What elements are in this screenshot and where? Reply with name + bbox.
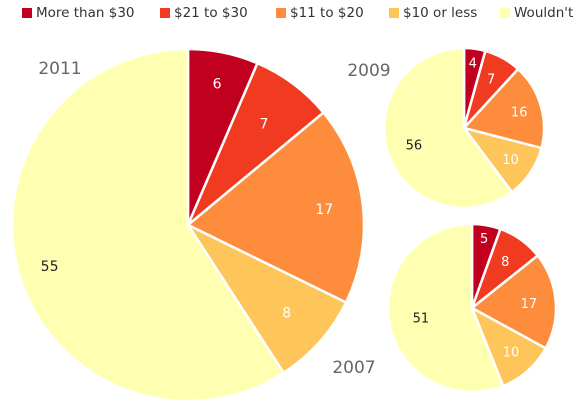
legend-item-10-or-less: $10 or less (389, 4, 477, 22)
pie-title: 2011 (38, 59, 81, 79)
legend-label: $10 or less (403, 5, 478, 21)
legend-swatch (160, 8, 170, 18)
pie-value-label: 7 (487, 73, 495, 88)
pie-2009: 2009 47 16 10 56 (347, 46, 546, 210)
pie-2011: 2011 6 7 17 8 55 (10, 47, 366, 403)
pie-slice-wouldn-t (10, 47, 285, 403)
legend-item-more-than-30: More than $30 (22, 4, 135, 22)
pie-value-label: 56 (406, 138, 423, 153)
legend-swatch (22, 8, 32, 18)
legend-swatch (389, 8, 399, 18)
pie-value-label: 5 (480, 232, 488, 247)
pie-slice-wouldn-t (382, 46, 514, 210)
pie-2007: 2007 58 17 10 51 (332, 222, 558, 394)
pie-title: 2009 (347, 61, 390, 81)
legend-item-11-to-20: $11 to $20 (276, 4, 364, 22)
pie-slice-11-to-20 (470, 254, 558, 350)
pie-value-label: 7 (259, 117, 268, 133)
chart-legend: More than $30 $21 to $30 $11 to $20 $10 … (22, 4, 582, 26)
pie-slice-11-to-20 (462, 67, 546, 150)
pie-value-label: 17 (315, 202, 333, 218)
pie-value-label: 51 (413, 312, 430, 327)
pie-value-label: 8 (282, 306, 291, 322)
pie-value-label: 10 (502, 153, 519, 168)
pie-value-label: 4 (469, 57, 477, 72)
legend-swatch (276, 8, 286, 18)
pie-slice-10-or-less (186, 223, 348, 375)
pie-title: 2007 (332, 358, 375, 378)
legend-label: $11 to $20 (290, 5, 364, 21)
pie-value-label: 55 (41, 259, 59, 275)
pie-value-label: 17 (521, 297, 538, 312)
pie-value-label: 6 (213, 77, 222, 93)
pie-slice-wouldn-t (386, 222, 505, 394)
pie-slice-11-to-20 (186, 111, 366, 304)
legend-swatch (500, 8, 510, 18)
legend-label: $21 to $30 (174, 5, 248, 21)
legend-label: More than $30 (36, 5, 135, 21)
legend-item-21-to-30: $21 to $30 (160, 4, 248, 22)
pie-value-label: 8 (501, 255, 509, 270)
pie-value-label: 16 (511, 105, 528, 120)
legend-item-wouldnt: Wouldn't (500, 4, 573, 22)
pie-value-label: 10 (503, 346, 520, 361)
legend-label: Wouldn't (514, 5, 574, 21)
